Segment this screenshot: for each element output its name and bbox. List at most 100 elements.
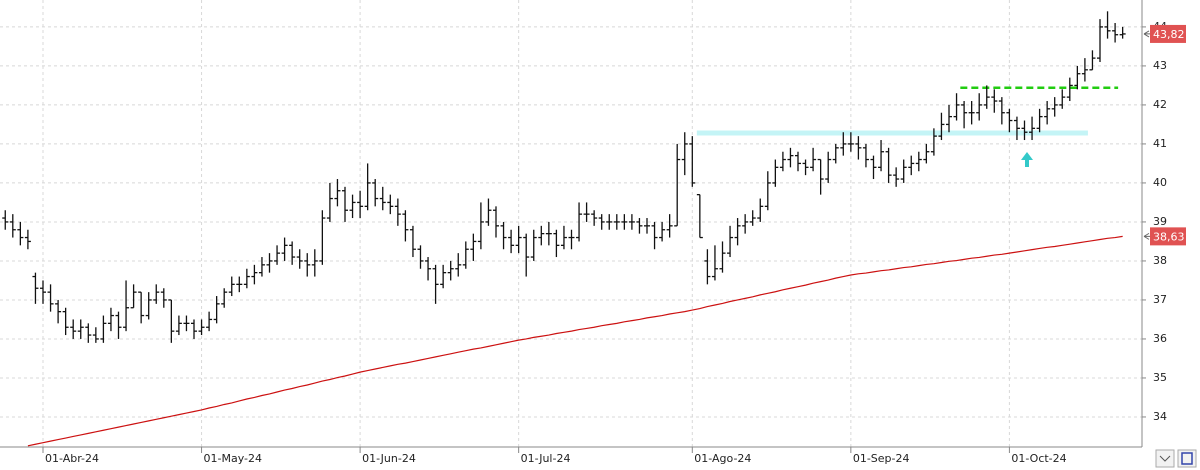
ohlc-bar: [62, 307, 69, 336]
ohlc-bar: [296, 249, 303, 269]
ohlc-bar: [757, 198, 764, 222]
price-tag-label: 38,63: [1153, 230, 1185, 243]
ohlc-bar: [946, 104, 952, 133]
ohlc-bar: [1021, 120, 1028, 141]
ohlc-bar: [206, 311, 213, 332]
ohlc-bar: [1006, 108, 1013, 133]
ohlc-bar: [772, 159, 779, 187]
ohlc-bar: [545, 221, 552, 246]
ohlc-bar: [711, 245, 718, 281]
ohlc-bar: [213, 296, 220, 324]
ohlc-bar: [847, 132, 854, 152]
x-tick-label: 01-Jul-24: [521, 452, 571, 465]
ohlc-bar: [1119, 26, 1126, 39]
ohlc-bar: [107, 307, 114, 332]
ohlc-bar: [447, 260, 454, 281]
ohlc-bar: [17, 221, 24, 246]
ohlc-bar: [787, 147, 794, 168]
ohlc-bar: [825, 151, 832, 183]
ohlc-bar: [485, 198, 492, 226]
ohlc-bar: [266, 253, 273, 273]
ohlc-bar: [591, 210, 598, 226]
ohlc-bar: [70, 319, 77, 339]
ohlc-bar: [953, 93, 960, 121]
ohlc-bar: [138, 291, 145, 324]
ohlc-bar: [85, 323, 92, 343]
ohlc-bar: [425, 257, 432, 281]
ohlc-bar: [560, 225, 567, 250]
ohlc-bar: [153, 284, 160, 304]
x-tick-label: 01-May-24: [204, 452, 262, 465]
x-tick-label: 01-Jun-24: [362, 452, 416, 465]
ohlc-bar: [364, 163, 371, 211]
ohlc-bar: [1044, 101, 1051, 125]
x-tick-label: 01-Ago-24: [694, 452, 751, 465]
price-pointer: [1143, 30, 1150, 38]
price-tag: [1150, 227, 1186, 246]
x-tick-label: 01-Oct-24: [1011, 452, 1066, 465]
ohlc-bar: [1066, 77, 1073, 102]
ohlc-bar: [470, 233, 477, 261]
ohlc-bar: [659, 221, 666, 242]
ohlc-bar: [885, 147, 892, 183]
support-band: [696, 130, 1088, 136]
ohlc-bar: [32, 272, 39, 304]
ohlc-bar: [500, 221, 507, 250]
ohlc-bar: [606, 214, 613, 230]
x-tick-label: 01-Sep-24: [853, 452, 910, 465]
ohlc-bar: [394, 198, 401, 226]
ohlc-bar: [311, 249, 318, 277]
ohlc-bar: [991, 89, 998, 113]
ohlc-bar: [1074, 65, 1081, 90]
ohlc-bar: [47, 284, 54, 312]
ohlc-bar: [258, 257, 265, 277]
toolbar: [1155, 449, 1197, 468]
ohlc-bar: [455, 253, 462, 277]
ohlc-bar: [440, 264, 447, 289]
ohlc-bar: [961, 101, 968, 129]
y-tick-label: 42: [1153, 98, 1167, 111]
ohlc-bar: [862, 143, 869, 168]
ohlc-bar: [530, 229, 537, 261]
ohlc-bar: [704, 249, 711, 285]
ohlc-bar: [1051, 97, 1058, 117]
ohlc-bar: [779, 151, 786, 172]
plot-area: [2, 11, 1126, 447]
scroll-button[interactable]: [1155, 449, 1175, 468]
ohlc-bar: [1112, 23, 1119, 43]
ohlc-bar: [734, 218, 741, 246]
price-tag-label: 43,82: [1153, 28, 1185, 41]
scroll-icon: [1159, 455, 1171, 462]
ohlc-bar: [651, 221, 658, 250]
ohlc-bar: [968, 101, 975, 125]
ohlc-bar: [168, 299, 175, 343]
axes: 343536373839404142434401-Abr-2401-May-24…: [42, 20, 1186, 465]
ohlc-bar: [727, 225, 734, 258]
price-pointer: [1143, 232, 1150, 240]
ohlc-bar: [840, 132, 847, 156]
ohlc-bar: [319, 210, 326, 265]
ohlc-bar: [938, 112, 945, 141]
ohlc-bar: [568, 229, 575, 250]
ohlc-bar: [1013, 116, 1020, 141]
y-tick-label: 39: [1153, 215, 1167, 228]
ohlc-bar: [644, 218, 650, 234]
ohlc-bar: [681, 132, 688, 176]
y-tick-label: 34: [1153, 410, 1167, 423]
ohlc-bar: [1097, 19, 1103, 63]
ohlc-bar: [40, 280, 46, 304]
ohlc-bar: [870, 155, 877, 180]
ohlc-bar: [893, 167, 900, 187]
ohlc-bar: [719, 241, 726, 273]
y-tick-label: 37: [1153, 293, 1167, 306]
ohlc-bar: [191, 319, 197, 339]
ohlc-bar: [432, 264, 439, 304]
ohlc-bar: [123, 280, 130, 332]
ohlc-bar: [523, 233, 530, 277]
y-tick-label: 40: [1153, 176, 1167, 189]
ohlc-bar: [1104, 11, 1111, 39]
ohlc-bar: [24, 229, 31, 250]
ohlc-bar: [742, 214, 749, 234]
